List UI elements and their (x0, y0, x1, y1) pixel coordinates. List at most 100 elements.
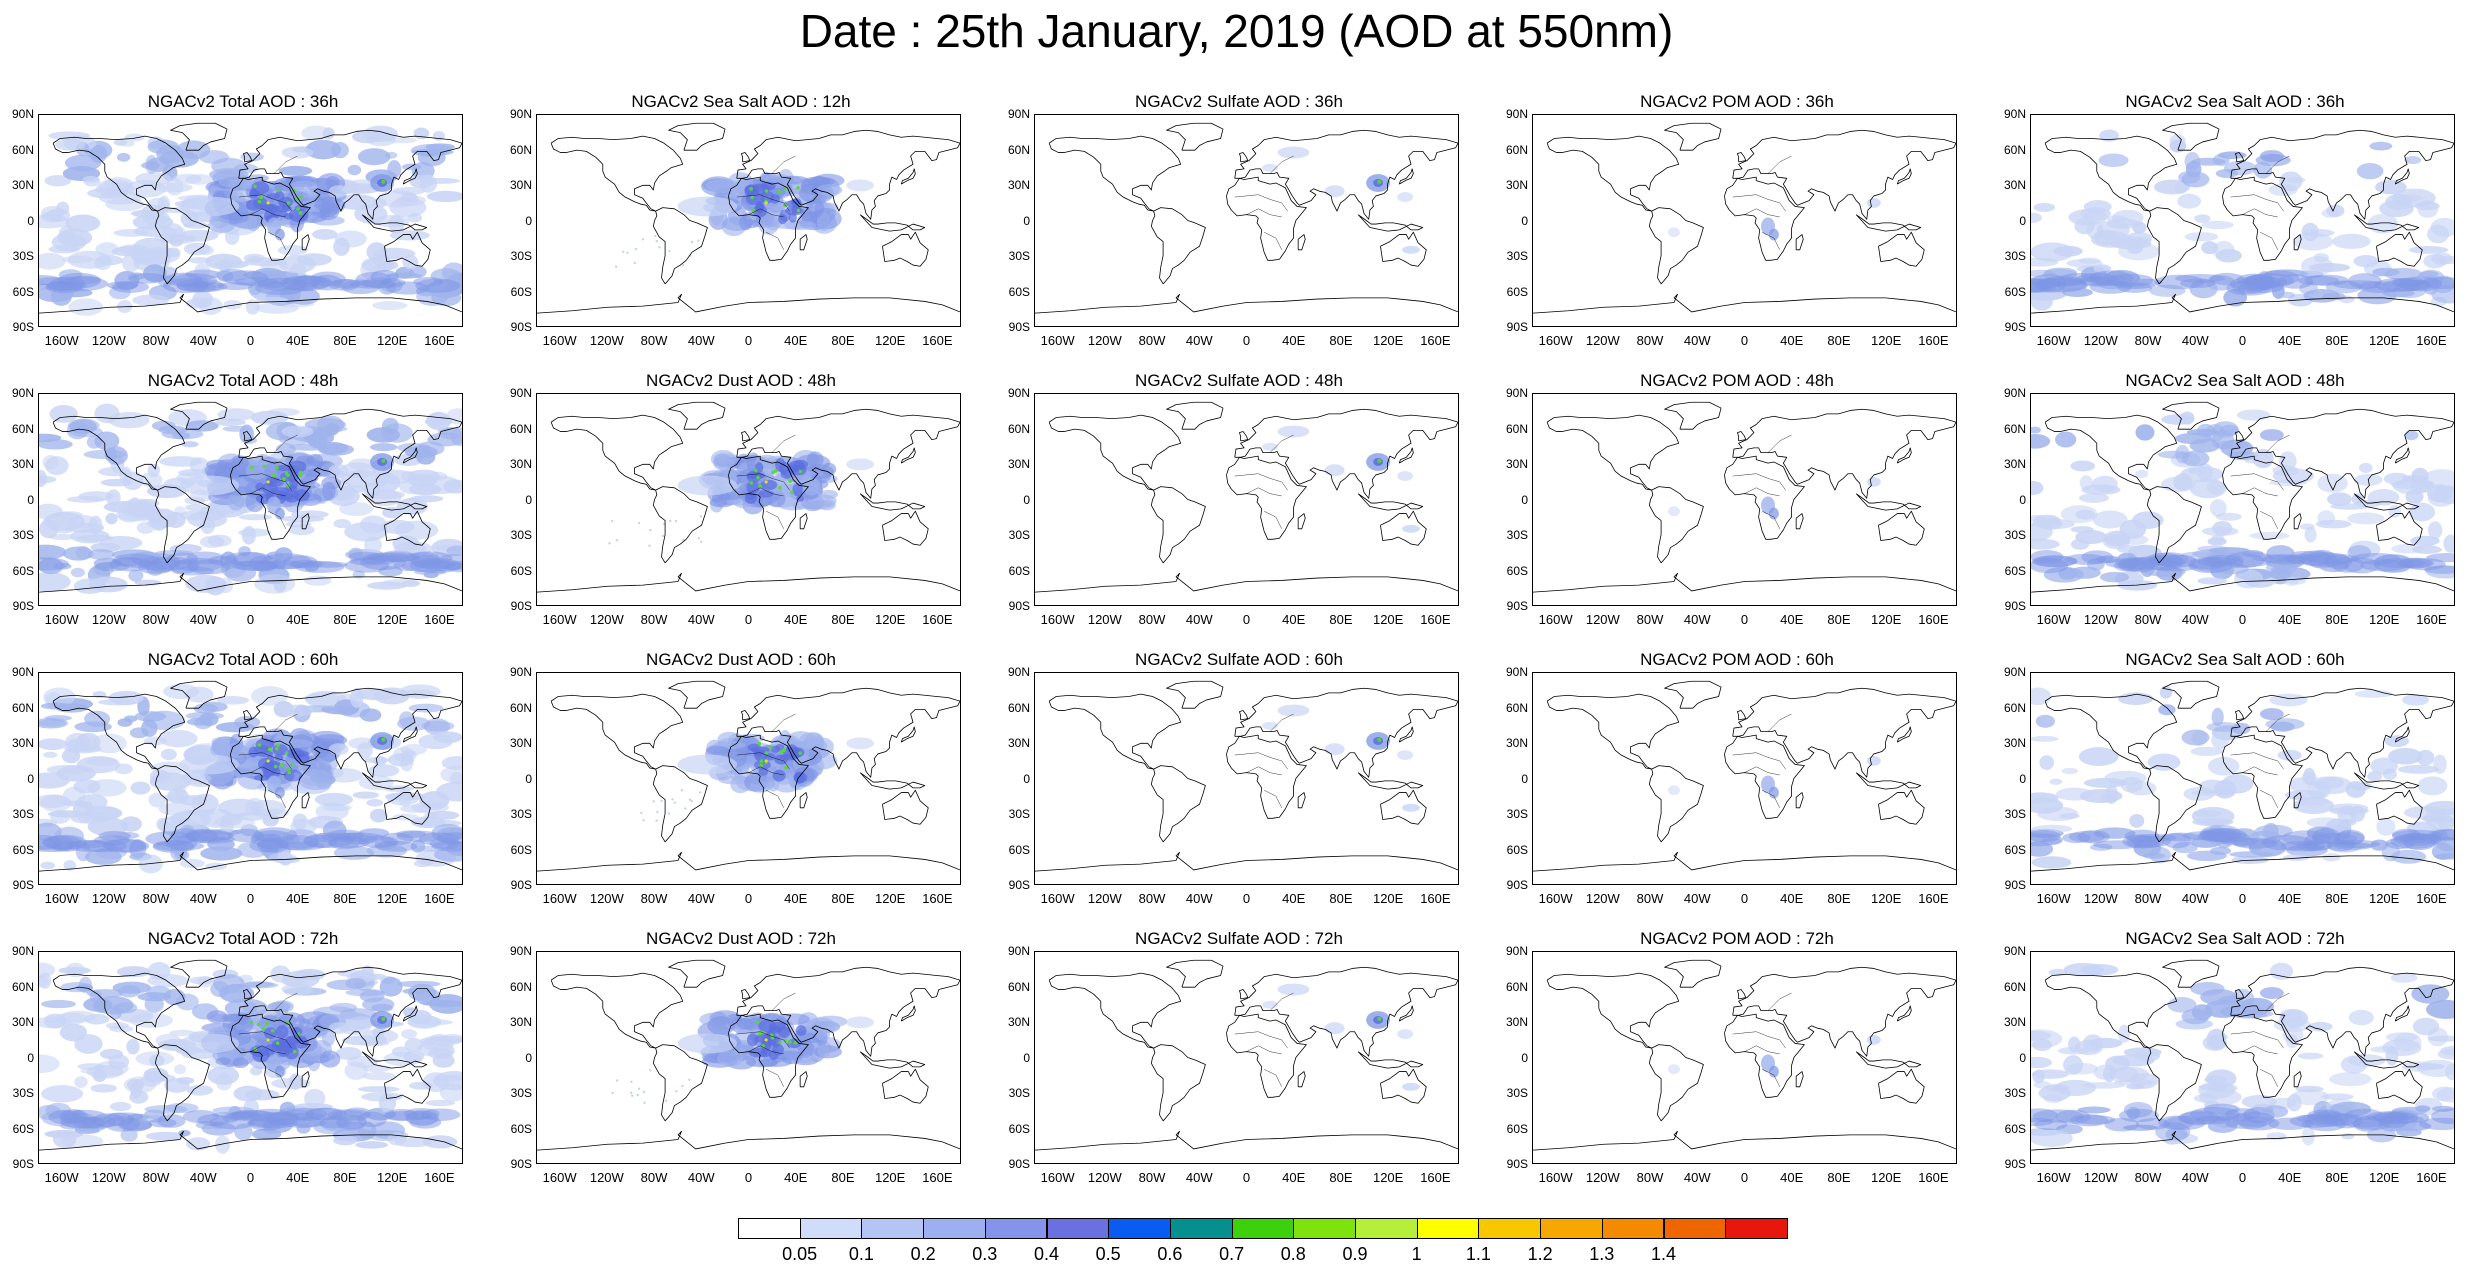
world-map (39, 401, 462, 596)
latitude-tick-label: 90S (1008, 878, 1030, 892)
madagascar-outline (2293, 792, 2302, 809)
northamerica-outline (550, 414, 684, 491)
world-map (1035, 401, 1458, 593)
latitude-tick-label: 30S (1506, 1086, 1528, 1100)
madagascar-outline (1795, 234, 1804, 251)
map-panel: NGACv2 Sulfate AOD : 60h 90N 60N 30N 0 30S 60S… (996, 650, 1482, 930)
longitude-tick-label: 40W (687, 891, 715, 906)
longitude-tick-label: 40E (784, 1170, 808, 1185)
latitude-tick-label: 60N (11, 142, 34, 157)
latitude-tick-label: 0 (1023, 1050, 1030, 1065)
southamerica-outline (1150, 207, 1206, 285)
southamerica-outline (2146, 1044, 2202, 1122)
greenland-outline (1664, 680, 1722, 709)
longitude-tick-label: 40W (687, 333, 715, 348)
eurasia-outline (736, 408, 960, 499)
latitude-tick-label: 90N (1505, 944, 1528, 958)
panel-title: NGACv2 Dust AOD : 72h (646, 929, 836, 948)
colorbar-label: 0.9 (1342, 1244, 1368, 1264)
longitude-tick-label: 80W (142, 891, 170, 906)
antarctica-outline (537, 572, 960, 593)
longitude-tick-label: 120E (1870, 612, 1902, 627)
latitude-tick-label: 90N (509, 386, 532, 400)
colorbar-swatch (1169, 1218, 1233, 1239)
coastlines (39, 959, 462, 1151)
latitude-tick-label: 90N (2003, 944, 2026, 958)
map-plot-area (1034, 951, 1459, 1164)
latitude-tick-label: 30N (1007, 457, 1030, 471)
greenland-outline (2162, 401, 2220, 430)
uk-outline (1737, 710, 1747, 721)
latitude-tick-label: 90S (510, 599, 532, 613)
panel-title: NGACv2 POM AOD : 60h (1640, 650, 1834, 669)
latitude-tick-label: 30S (2004, 807, 2026, 821)
panel-title: NGACv2 Sulfate AOD : 72h (1135, 929, 1343, 948)
coastlines (1533, 680, 1956, 872)
colorbar-label: 0.3 (972, 1244, 998, 1264)
latitude-tick-label: 0 (1521, 492, 1528, 507)
longitude-tick-label: 120E (1372, 1170, 1404, 1185)
latitude-tick-label: 90S (12, 1157, 34, 1171)
map-panel: NGACv2 POM AOD : 72h 90N 60N 30N 0 30S 60S 90S 1… (1494, 929, 1980, 1209)
map-panel: NGACv2 Total AOD : 48h 90N 60N 30N 0 30S 60S 90… (0, 371, 486, 651)
madagascar-outline (799, 792, 808, 809)
longitude-tick-label: 40W (189, 612, 217, 627)
longitude-tick-label: 40E (286, 612, 310, 627)
greenland-outline (170, 122, 228, 151)
indonesia-outline (1357, 1051, 1424, 1069)
madagascar-outline (2293, 513, 2302, 530)
colorbar-swatch (799, 1218, 863, 1239)
latitude-tick-label: 0 (2019, 771, 2026, 786)
longitude-tick-label: 80E (333, 333, 357, 348)
northamerica-outline (52, 693, 186, 770)
madagascar-outline (799, 234, 808, 251)
longitude-tick-label: 40E (1780, 1170, 1804, 1185)
latitude-tick-label: 30N (509, 1015, 532, 1029)
japan-outline (900, 1005, 916, 1022)
longitude-tick-label: 120E (1372, 612, 1404, 627)
northamerica-outline (1546, 135, 1680, 212)
latitude-tick-label: 60N (1505, 421, 1528, 436)
coastlines (2031, 122, 2454, 314)
longitude-tick-label: 0 (1740, 612, 1749, 627)
eurasia-outline (238, 129, 462, 220)
australia-outline (2376, 510, 2423, 546)
world-map (2031, 959, 2454, 1151)
japan-outline (1398, 447, 1414, 464)
longitude-tick-label: 80E (831, 891, 855, 906)
map-panel: NGACv2 Dust AOD : 72h 90N 60N 30N 0 30S 60S 90S… (498, 929, 984, 1209)
world-map (1035, 680, 1458, 872)
latitude-tick-label: 60S (510, 563, 532, 578)
coastlines (1533, 122, 1956, 314)
latitude-tick-label: 90S (510, 878, 532, 892)
latitude-tick-label: 90S (510, 320, 532, 334)
latitude-tick-label: 30S (2004, 249, 2026, 263)
latitude-tick-label: 60N (1505, 700, 1528, 715)
latitude-tick-label: 90N (11, 386, 34, 400)
indonesia-outline (2353, 772, 2420, 790)
africa-outline (728, 734, 809, 819)
longitude-tick-label: 40W (687, 1170, 715, 1185)
madagascar-outline (301, 792, 310, 809)
longitude-tick-label: 160E (1918, 1170, 1949, 1185)
coastlines (537, 959, 960, 1151)
japan-outline (1398, 1005, 1414, 1022)
madagascar-outline (2293, 1071, 2302, 1088)
longitude-tick-label: 120E (1870, 1170, 1902, 1185)
madagascar-outline (1297, 513, 1306, 530)
antarctica-outline (1035, 572, 1458, 593)
latitude-tick-label: 90S (2004, 878, 2026, 892)
colorbar-label: 0.05 (782, 1244, 818, 1264)
greenland-outline (668, 680, 726, 709)
aod-field (1262, 704, 1420, 812)
latitude-tick-label: 30S (510, 249, 532, 263)
longitude-tick-label: 80W (1636, 1170, 1664, 1185)
world-map (1533, 959, 1956, 1151)
antarctica-outline (39, 293, 462, 314)
longitude-tick-label: 160E (424, 1170, 455, 1185)
greenland-outline (2162, 680, 2220, 709)
latitude-tick-label: 60N (509, 979, 532, 994)
panel-title: NGACv2 Dust AOD : 60h (646, 650, 836, 669)
aod-field (614, 168, 875, 268)
northamerica-outline (1546, 972, 1680, 1049)
